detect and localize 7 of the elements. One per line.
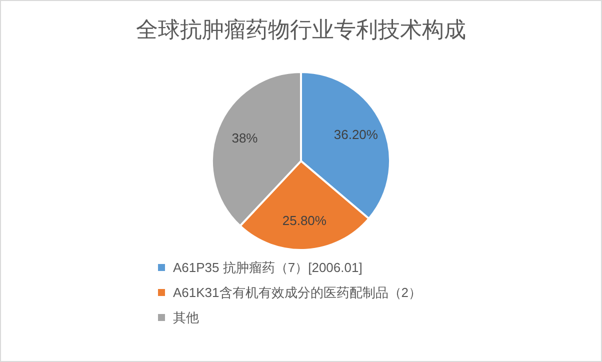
data-label: 38% <box>232 130 258 146</box>
legend-label: A61K31含有机有效成分的医药配制品（2） <box>173 284 422 302</box>
chart-title: 全球抗肿瘤药物行业专利技术构成 <box>135 16 467 44</box>
legend-label: A61P35 抗肿瘤药（7）[2006.01] <box>173 258 362 276</box>
data-label: 25.80% <box>282 213 327 228</box>
legend-label: 其他 <box>173 308 199 326</box>
data-label: 36.20% <box>334 127 378 142</box>
